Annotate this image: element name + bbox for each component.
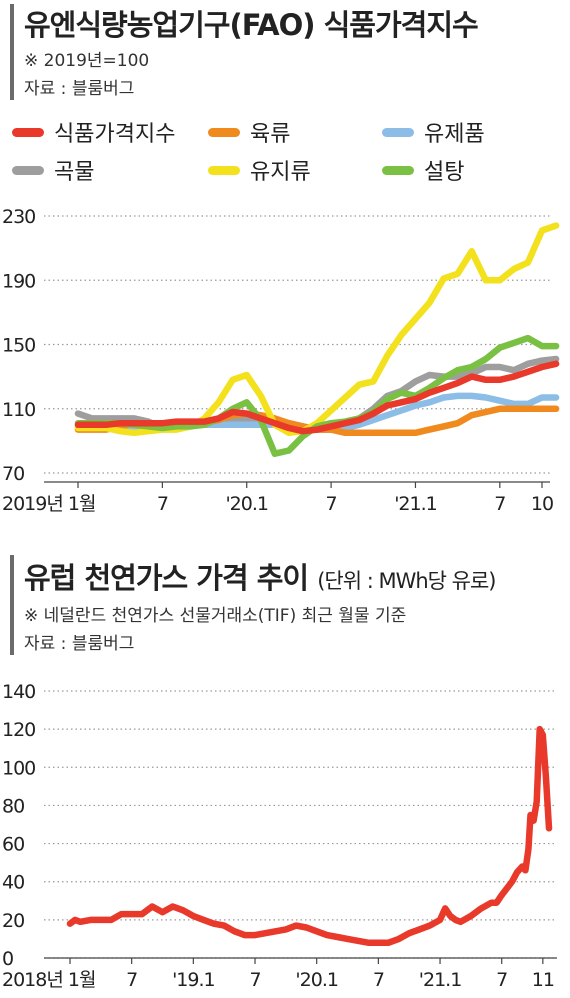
x-tick-label: 7 [157, 493, 168, 515]
series-line-5 [74, 360, 560, 435]
x-tick-label: 7 [326, 493, 337, 515]
x-tick-label: 7 [496, 969, 507, 991]
y-tick-label: 0 [2, 948, 13, 970]
legend-item-cereals: 곡물 [12, 154, 94, 186]
x-tick-label: '21.1 [394, 493, 437, 515]
legend-label: 설탕 [424, 160, 465, 185]
x-tick-label: '20.1 [225, 493, 268, 515]
chart-title-text: 유럽 천연가스 가격 추이 [24, 561, 309, 595]
legend-swatch [208, 127, 240, 137]
chart-legend: 식품가격지수 육류 유제품 곡물 유지류 설탕 [0, 112, 570, 192]
chart-title: 유엔식량농업기구(FAO) 식품가격지수 [24, 8, 479, 42]
chart-note-basis: ※ 네덜란드 천연가스 선물거래소(TIF) 최근 월물 기준 [24, 606, 407, 626]
x-tick-label: 7 [373, 969, 384, 991]
y-tick-label: 60 [2, 834, 24, 856]
x-tick-label: '21.1 [419, 969, 462, 991]
legend-item-oils: 유지류 [208, 154, 311, 186]
x-tick-label: 10 [531, 493, 553, 515]
legend-item-food-index: 식품가격지수 [12, 116, 175, 148]
eu-gas-price-chart: 유럽 천연가스 가격 추이 (단위 : MWh당 유로) ※ 네덜란드 천연가스… [0, 545, 570, 998]
chart-note-source: 자료 : 블룸버그 [24, 634, 135, 654]
legend-label: 곡물 [54, 160, 95, 185]
fao-plot-area: 230 190 150 110 70 2019년 1월 7 '20.1 7 '21.1 7 10 [2, 206, 560, 515]
y-tick-label: 70 [2, 463, 24, 485]
chart-note-source: 자료 : 블룸버그 [24, 79, 135, 99]
title-accent-bar [10, 4, 14, 100]
x-tick-label: 2019년 1월 [2, 493, 95, 515]
fao-food-price-chart: 유엔식량농업기구(FAO) 식품가격지수 ※ 2019년=100 자료 : 블룸… [0, 4, 570, 515]
chart-title: 유럽 천연가스 가격 추이 (단위 : MWh당 유로) [24, 555, 496, 597]
series-line-3 [74, 222, 560, 437]
legend-swatch [12, 127, 44, 137]
y-tick-label: 140 [2, 681, 35, 703]
y-tick-label: 150 [2, 335, 35, 357]
x-tick-label: 7 [126, 969, 137, 991]
x-tick-label: 2018년 1월 [2, 969, 95, 991]
y-tick-label: 120 [2, 719, 35, 741]
x-tick-label: 7 [249, 969, 260, 991]
y-tick-label: 20 [2, 910, 24, 932]
y-tick-label: 40 [2, 872, 24, 894]
x-tick-label: 7 [494, 493, 505, 515]
y-tick-label: 100 [2, 757, 35, 779]
y-tick-label: 80 [2, 795, 24, 817]
legend-item-meat: 육류 [208, 116, 290, 148]
legend-label: 육류 [250, 122, 291, 147]
legend-swatch [382, 165, 414, 175]
legend-item-sugar: 설탕 [382, 154, 464, 186]
legend-label: 식품가격지수 [54, 122, 176, 147]
title-accent-bar [10, 555, 14, 655]
x-tick-label: 11 [532, 969, 554, 991]
y-tick-label: 110 [2, 399, 35, 421]
legend-item-dairy: 유제품 [382, 116, 485, 148]
chart-unit: (단위 : MWh당 유로) [317, 569, 496, 593]
x-tick-label: '20.1 [295, 969, 338, 991]
x-tick-label: '19.1 [172, 969, 215, 991]
chart-note-base: ※ 2019년=100 [24, 51, 150, 71]
legend-swatch [12, 165, 44, 175]
y-tick-label: 230 [2, 206, 35, 228]
legend-label: 유지류 [250, 160, 311, 185]
y-tick-label: 190 [2, 270, 35, 292]
legend-swatch [382, 127, 414, 137]
legend-swatch [208, 165, 240, 175]
legend-label: 유제품 [424, 122, 485, 147]
series-line-0 [66, 725, 553, 946]
